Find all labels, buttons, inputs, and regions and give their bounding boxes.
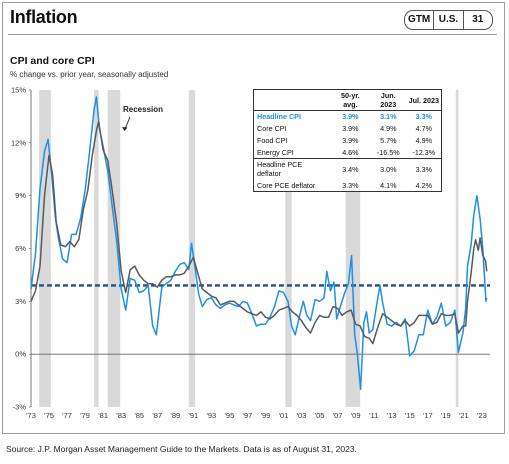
x-tick-label: '99 [261,411,271,420]
x-tick-label: '97 [243,411,253,420]
row-label: Core PCE deflator [257,180,316,190]
x-tick-label: '73 [26,411,36,420]
y-tick-label: -3% [13,403,27,412]
cell: -16.5% [376,147,400,157]
core-cpi-line [30,120,488,345]
x-tick-label: '89 [170,411,180,420]
stats-row-energy-cpi: Energy CPI 4.6% -16.5% -12.3% [254,147,441,159]
x-tick-label: '21 [459,411,469,420]
gtm-badge-group: GTM U.S. 31 [404,10,493,30]
badge-region: U.S. [433,11,462,29]
cell: 3.9% [342,124,359,133]
recession-bar [39,90,51,407]
x-tick-label: '23 [477,411,487,420]
row-label: Core CPI [257,124,287,133]
x-tick-label: '11 [369,411,378,420]
x-tick-label: '09 [351,411,361,420]
x-tick-label: '91 [188,411,198,420]
row-label: Food CPI [257,136,288,145]
x-tick-label: '05 [315,411,325,420]
cell: 5.7% [380,136,397,145]
cell: 3.3% [415,112,432,122]
annotation-arrow-head [122,127,128,131]
slide-frame [2,2,505,434]
y-tick-label: 15% [11,86,26,95]
y-tick-label: 3% [15,297,26,306]
recession-annotation: Recession [123,105,163,114]
cell: 4.9% [380,124,397,133]
y-tick-label: 9% [15,191,26,200]
x-tick-label: '01 [279,411,289,420]
cell: 3.1% [380,112,397,122]
stats-row-headline-cpi: Headline CPI 3.9% 3.1% 3.3% [254,111,441,123]
row-label: Headline CPI [257,112,301,122]
page-title: Inflation [10,7,78,27]
y-tick-label: 0% [15,350,26,359]
headline-cpi-line [30,96,488,391]
cell: 3.0% [369,158,407,179]
x-tick-label: '03 [297,411,307,420]
recession-bar [94,90,99,407]
x-tick-label: '85 [134,411,144,420]
badge-gtm: GTM [408,14,431,25]
y-tick-label: 6% [15,244,26,253]
chart-caption: % change vs. prior year, seasonally adju… [10,70,169,79]
x-tick-label: '79 [80,411,90,420]
stats-row-core-pce: Core PCE deflator 3.3% 4.1% 4.2% [254,179,441,191]
y-tick-label: 12% [11,138,26,147]
header-divider [8,34,497,35]
stats-col-avg: 50-yr. avg. [330,90,370,111]
cell: 3.9% [342,136,359,145]
cell: -12.3% [412,147,436,157]
stats-row-headline-pce: Headline PCE deflator 3.4% 3.0% 3.3% [254,158,441,179]
stats-row-food-cpi: Food CPI 3.9% 5.7% 4.9% [254,135,441,147]
row-label: Energy CPI [257,147,294,157]
cell: 4.9% [415,136,432,145]
stats-table-header: 50-yr. avg. Jun. 2023 Jul. 2023 [254,90,441,111]
x-tick-label: '13 [387,411,397,420]
recession-bar [107,90,121,407]
stats-table: 50-yr. avg. Jun. 2023 Jul. 2023 Headline… [253,89,442,192]
cell: 4.2% [415,180,432,190]
cell: 4.6% [342,147,359,157]
x-tick-label: '81 [98,411,108,420]
cell: 3.3% [406,158,441,179]
source-footnote: Source: J.P. Morgan Asset Management Gui… [6,444,357,454]
cell: 3.3% [342,180,359,190]
row-label: Headline PCE deflator [254,158,331,179]
x-tick-label: '93 [206,411,216,420]
x-tick-label: '75 [44,411,54,420]
cell: 3.9% [342,112,359,122]
x-tick-label: '17 [423,411,433,420]
x-tick-label: '19 [441,411,451,420]
cell: 4.7% [415,124,432,133]
x-tick-label: '83 [116,411,126,420]
recession-bar [455,90,459,407]
x-tick-label: '95 [224,411,234,420]
recession-bar [285,90,292,407]
annotation-arrow-shaft [124,116,131,130]
x-tick-label: '15 [405,411,415,420]
stats-col-jun: Jun. 2023 [369,90,407,111]
badge-page-number: 31 [462,11,492,29]
cell: 4.1% [380,180,397,190]
stats-row-core-cpi: Core CPI 3.9% 4.9% 4.7% [254,123,441,135]
chart-title: CPI and core CPI [10,55,95,67]
x-tick-label: '07 [333,411,343,420]
stats-col-jul: Jul. 2023 [406,90,441,111]
x-tick-label: '77 [62,411,72,420]
cell: 3.4% [330,158,370,179]
stats-col-label [254,90,331,111]
x-tick-label: '87 [152,411,162,420]
